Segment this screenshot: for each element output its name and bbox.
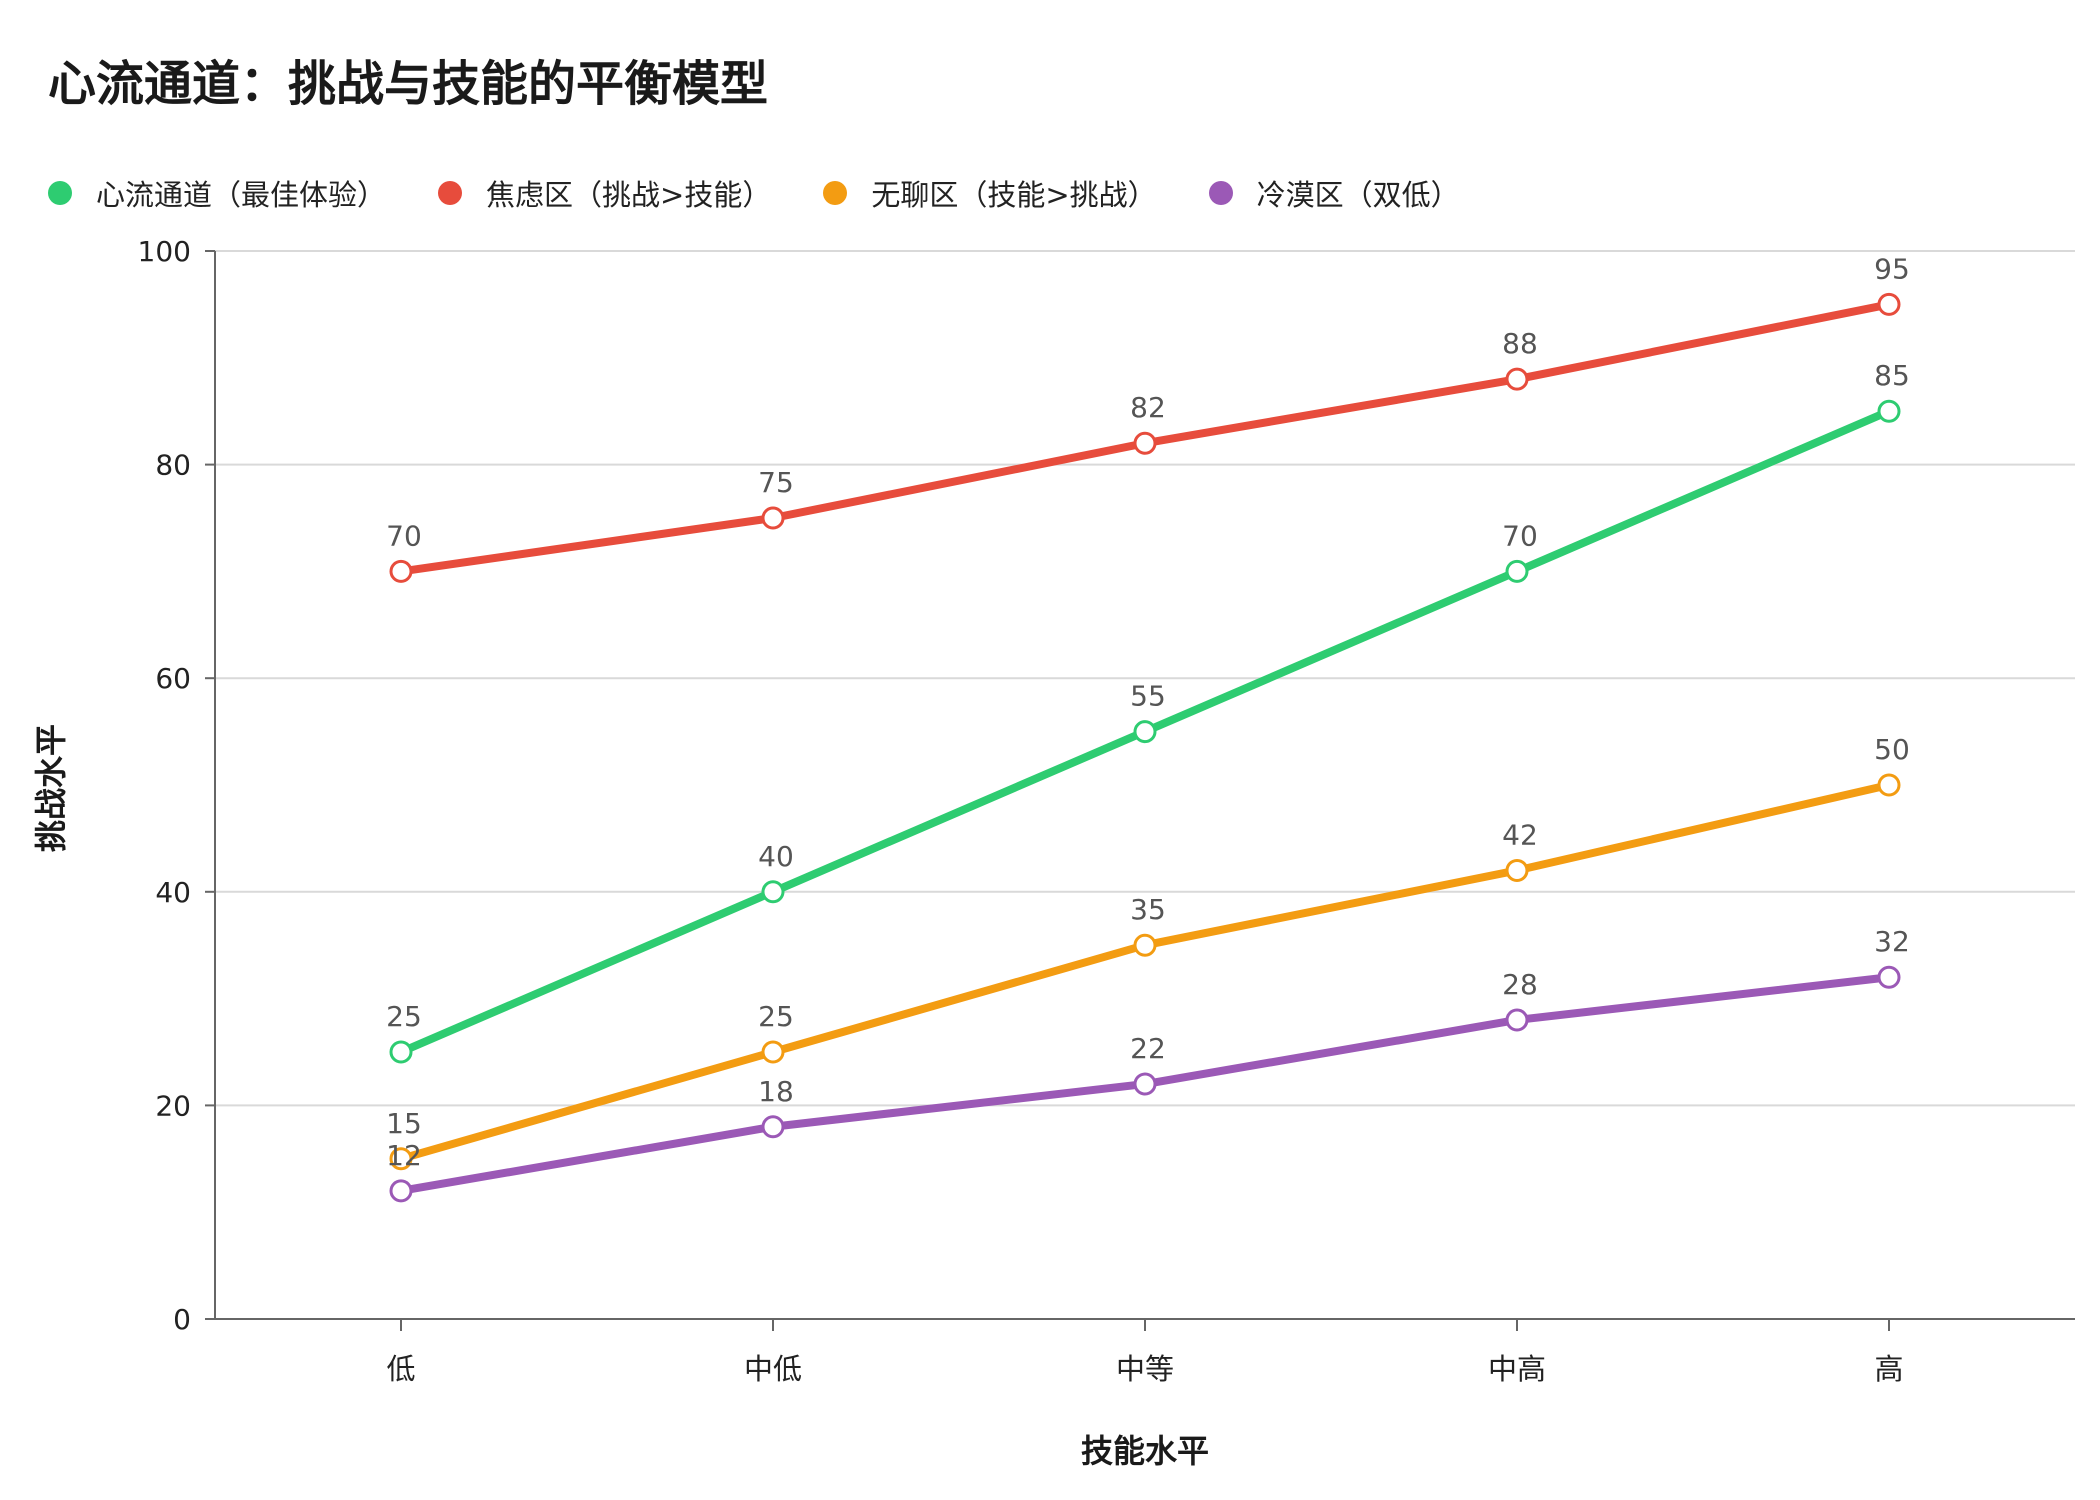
y-tick-label: 80 bbox=[155, 449, 191, 482]
legend-marker bbox=[823, 181, 848, 205]
y-tick-label: 0 bbox=[173, 1303, 191, 1336]
y-tick-label: 20 bbox=[155, 1089, 191, 1122]
legend-label: 焦虑区（挑战>技能） bbox=[486, 178, 772, 212]
data-point bbox=[389, 559, 413, 583]
legend-marker bbox=[48, 181, 72, 205]
data-label: 55 bbox=[1130, 680, 1166, 713]
chart-title: 心流通道：挑战与技能的平衡模型 bbox=[48, 56, 769, 112]
data-point bbox=[1877, 773, 1901, 797]
legend-label: 冷漠区（双低） bbox=[1256, 178, 1460, 212]
data-labels: 25 40 55 70 85 70 75 82 88 95 15 25 35 42 50 12 18 22 28 32 bbox=[386, 252, 1910, 1171]
legend-item-anxiety[interactable]: 焦虑区（挑战>技能） bbox=[438, 172, 771, 214]
data-point bbox=[1505, 559, 1529, 583]
data-label: 22 bbox=[1130, 1032, 1166, 1065]
legend-item-boredom[interactable]: 无聊区（技能>挑战） bbox=[823, 172, 1157, 214]
data-point bbox=[1877, 399, 1901, 423]
grid-lines bbox=[215, 250, 2075, 1107]
data-point bbox=[1505, 858, 1529, 882]
data-point bbox=[389, 1040, 413, 1064]
data-point bbox=[1133, 720, 1157, 744]
data-point bbox=[1133, 933, 1157, 957]
data-label: 25 bbox=[386, 1000, 422, 1033]
x-tick-label: 高 bbox=[1874, 1352, 1903, 1386]
data-label: 82 bbox=[1130, 391, 1166, 424]
data-label: 28 bbox=[1502, 968, 1538, 1001]
y-axis-title: 挑战水平 bbox=[32, 724, 70, 852]
x-tick-label: 低 bbox=[386, 1352, 415, 1386]
data-point bbox=[761, 506, 785, 530]
data-point bbox=[389, 1179, 413, 1203]
data-point bbox=[1505, 367, 1529, 391]
axes: 0 20 40 60 80 100 低 中低 中等 中高 高 bbox=[138, 235, 2075, 1386]
x-axis-title: 技能水平 bbox=[1081, 1432, 1209, 1470]
data-point bbox=[1877, 965, 1901, 989]
data-label: 70 bbox=[1502, 519, 1538, 552]
x-tick-label: 中等 bbox=[1116, 1352, 1174, 1386]
x-tick-label: 中低 bbox=[744, 1352, 802, 1386]
data-label: 95 bbox=[1874, 252, 1910, 285]
data-point bbox=[761, 1115, 785, 1139]
legend-label: 无聊区（技能>挑战） bbox=[871, 178, 1157, 212]
data-point bbox=[1133, 431, 1157, 455]
data-point bbox=[761, 880, 785, 904]
data-label: 85 bbox=[1874, 359, 1910, 392]
data-label: 32 bbox=[1874, 925, 1910, 958]
legend-marker bbox=[438, 181, 463, 205]
data-point bbox=[761, 1040, 785, 1064]
data-label: 25 bbox=[758, 1000, 794, 1033]
data-label: 35 bbox=[1130, 893, 1166, 926]
legend-marker bbox=[1208, 181, 1233, 205]
data-label: 15 bbox=[386, 1107, 422, 1140]
legend: 心流通道（最佳体验） 焦虑区（挑战>技能） 无聊区（技能>挑战） 冷漠区（双低） bbox=[48, 172, 1512, 214]
x-tick-label: 中高 bbox=[1488, 1352, 1546, 1386]
data-label: 18 bbox=[758, 1075, 794, 1108]
data-point bbox=[1877, 292, 1901, 316]
data-points bbox=[389, 292, 1901, 1203]
data-label: 70 bbox=[386, 519, 422, 552]
data-label: 42 bbox=[1502, 818, 1538, 851]
data-point bbox=[1133, 1072, 1157, 1096]
legend-item-flow[interactable]: 心流通道（最佳体验） bbox=[48, 172, 386, 214]
y-tick-label: 40 bbox=[155, 876, 191, 909]
y-tick-label: 60 bbox=[155, 662, 191, 695]
data-point bbox=[1505, 1008, 1529, 1032]
data-label: 88 bbox=[1502, 327, 1538, 360]
legend-label: 心流通道（最佳体验） bbox=[96, 178, 387, 212]
data-label: 40 bbox=[758, 840, 794, 873]
series-line bbox=[397, 781, 1893, 1163]
data-label: 12 bbox=[386, 1139, 422, 1172]
legend-item-apathy[interactable]: 冷漠区（双低） bbox=[1208, 172, 1460, 214]
data-label: 50 bbox=[1874, 733, 1910, 766]
data-label: 75 bbox=[758, 466, 794, 499]
data-point bbox=[389, 1147, 413, 1171]
y-tick-label: 100 bbox=[138, 235, 191, 268]
